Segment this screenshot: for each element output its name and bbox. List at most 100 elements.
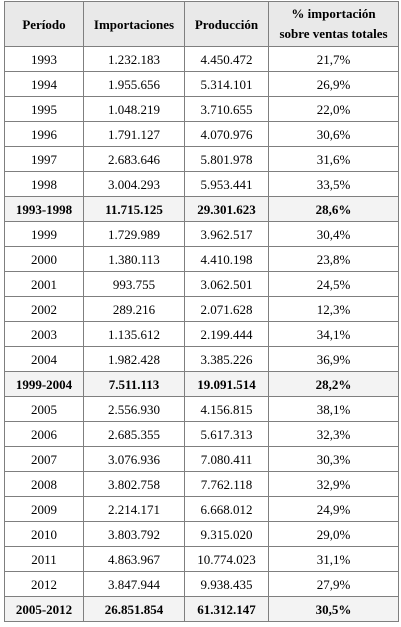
table-row: 2012 3.847.944 9.938.435 27,9% — [4, 571, 399, 597]
import-share-cell: 30,6% — [268, 121, 399, 147]
imports-cell: 1.380.113 — [83, 246, 185, 272]
period-cell: 1998 — [4, 171, 84, 197]
production-cell: 4.410.198 — [184, 246, 269, 272]
period-cell: 1999-2004 — [4, 371, 84, 397]
import-share-cell: 22,0% — [268, 96, 399, 122]
imports-cell: 1.791.127 — [83, 121, 185, 147]
production-cell: 4.156.815 — [184, 396, 269, 422]
table-row: 2000 1.380.113 4.410.198 23,8% — [4, 246, 399, 272]
production-cell: 5.801.978 — [184, 146, 269, 172]
production-cell: 29.301.623 — [184, 196, 269, 222]
imports-cell: 1.729.989 — [83, 221, 185, 247]
table-row: 1996 1.791.127 4.070.976 30,6% — [4, 121, 399, 147]
import-share-cell: 34,1% — [268, 321, 399, 347]
summary-row: 2005-2012 26.851.854 61.312.147 30,5% — [4, 596, 399, 622]
production-cell: 61.312.147 — [184, 596, 269, 622]
import-share-cell: 32,3% — [268, 421, 399, 447]
table-row: 2006 2.685.355 5.617.313 32,3% — [4, 421, 399, 447]
period-cell: 2003 — [4, 321, 84, 347]
table-row: 2007 3.076.936 7.080.411 30,3% — [4, 446, 399, 472]
import-share-cell: 36,9% — [268, 346, 399, 372]
table-row: 1995 1.048.219 3.710.655 22,0% — [4, 96, 399, 122]
header-imports: Importaciones — [83, 1, 185, 47]
production-cell: 3.385.226 — [184, 346, 269, 372]
period-cell: 2001 — [4, 271, 84, 297]
period-cell: 2000 — [4, 246, 84, 272]
header-production: Producción — [184, 1, 269, 47]
table-row: 2010 3.803.792 9.315.020 29,0% — [4, 521, 399, 547]
import-share-cell: 33,5% — [268, 171, 399, 197]
period-cell: 2006 — [4, 421, 84, 447]
period-cell: 1993-1998 — [4, 196, 84, 222]
import-share-cell: 21,7% — [268, 46, 399, 72]
imports-cell: 1.232.183 — [83, 46, 185, 72]
import-share-cell: 31,6% — [268, 146, 399, 172]
production-cell: 6.668.012 — [184, 496, 269, 522]
table-row: 1997 2.683.646 5.801.978 31,6% — [4, 146, 399, 172]
header-import-share: % importación sobre ventas totales — [268, 1, 399, 47]
production-cell: 5.617.313 — [184, 421, 269, 447]
period-cell: 2009 — [4, 496, 84, 522]
imports-cell: 1.135.612 — [83, 321, 185, 347]
header-period: Período — [4, 1, 84, 47]
production-cell: 3.710.655 — [184, 96, 269, 122]
imports-cell: 289.216 — [83, 296, 185, 322]
imports-production-table: Período Importaciones Producción % impor… — [4, 1, 399, 622]
import-share-cell: 23,8% — [268, 246, 399, 272]
production-cell: 9.315.020 — [184, 521, 269, 547]
import-share-cell: 38,1% — [268, 396, 399, 422]
period-cell: 2005 — [4, 396, 84, 422]
period-cell: 2005-2012 — [4, 596, 84, 622]
production-cell: 2.199.444 — [184, 321, 269, 347]
production-cell: 7.762.118 — [184, 471, 269, 497]
table-row: 2008 3.802.758 7.762.118 32,9% — [4, 471, 399, 497]
import-share-cell: 12,3% — [268, 296, 399, 322]
import-share-cell: 27,9% — [268, 571, 399, 597]
table-row: 2001 993.755 3.062.501 24,5% — [4, 271, 399, 297]
production-cell: 3.062.501 — [184, 271, 269, 297]
period-cell: 2008 — [4, 471, 84, 497]
imports-cell: 1.048.219 — [83, 96, 185, 122]
header-import-share-line1: % importación — [291, 6, 376, 21]
import-share-cell: 31,1% — [268, 546, 399, 572]
import-share-cell: 30,3% — [268, 446, 399, 472]
imports-cell: 1.955.656 — [83, 71, 185, 97]
period-cell: 2012 — [4, 571, 84, 597]
table-row: 1993 1.232.183 4.450.472 21,7% — [4, 46, 399, 72]
table-header: Período Importaciones Producción % impor… — [4, 1, 399, 47]
period-cell: 1994 — [4, 71, 84, 97]
production-cell: 9.938.435 — [184, 571, 269, 597]
period-cell: 1993 — [4, 46, 84, 72]
imports-cell: 7.511.113 — [83, 371, 185, 397]
imports-cell: 3.076.936 — [83, 446, 185, 472]
production-cell: 10.774.023 — [184, 546, 269, 572]
imports-cell: 3.803.792 — [83, 521, 185, 547]
import-share-cell: 30,5% — [268, 596, 399, 622]
table-row: 1999 1.729.989 3.962.517 30,4% — [4, 221, 399, 247]
imports-cell: 2.214.171 — [83, 496, 185, 522]
production-cell: 7.080.411 — [184, 446, 269, 472]
imports-cell: 3.004.293 — [83, 171, 185, 197]
import-share-cell: 24,5% — [268, 271, 399, 297]
table-row: 2011 4.863.967 10.774.023 31,1% — [4, 546, 399, 572]
imports-cell: 3.847.944 — [83, 571, 185, 597]
period-cell: 2004 — [4, 346, 84, 372]
period-cell: 2011 — [4, 546, 84, 572]
imports-cell: 993.755 — [83, 271, 185, 297]
imports-cell: 26.851.854 — [83, 596, 185, 622]
imports-cell: 1.982.428 — [83, 346, 185, 372]
period-cell: 1997 — [4, 146, 84, 172]
production-cell: 5.953.441 — [184, 171, 269, 197]
table-row: 2004 1.982.428 3.385.226 36,9% — [4, 346, 399, 372]
imports-cell: 2.556.930 — [83, 396, 185, 422]
period-cell: 2007 — [4, 446, 84, 472]
table-row: 2003 1.135.612 2.199.444 34,1% — [4, 321, 399, 347]
import-share-cell: 28,2% — [268, 371, 399, 397]
imports-cell: 2.685.355 — [83, 421, 185, 447]
header-import-share-line2: sobre ventas totales — [279, 26, 388, 41]
table-row: 2005 2.556.930 4.156.815 38,1% — [4, 396, 399, 422]
import-share-cell: 26,9% — [268, 71, 399, 97]
import-share-cell: 24,9% — [268, 496, 399, 522]
table-row: 1994 1.955.656 5.314.101 26,9% — [4, 71, 399, 97]
